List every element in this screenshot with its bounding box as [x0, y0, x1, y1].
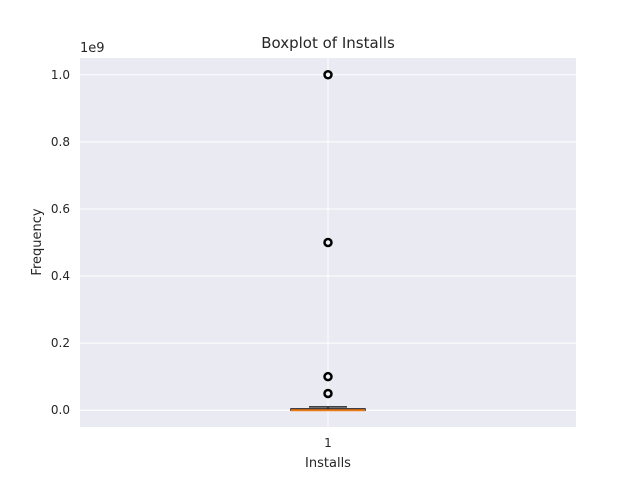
y-tick-label: 0.6 — [51, 202, 70, 216]
ticks-layer: 0.0 0.2 0.4 0.6 0.8 1.0 1 — [51, 68, 332, 450]
y-tick-label: 0.4 — [51, 269, 70, 283]
y-tick-label: 0.8 — [51, 135, 70, 149]
outlier-point — [323, 70, 333, 80]
outlier-point — [323, 237, 333, 248]
y-axis-multiplier: 1e9 — [80, 41, 105, 56]
y-tick-label: 1.0 — [51, 68, 70, 82]
outlier-point — [323, 388, 333, 399]
box-layer — [290, 406, 366, 412]
y-tick-label: 0.0 — [51, 403, 70, 417]
outlier-point — [323, 371, 333, 382]
grid-layer — [80, 58, 576, 427]
y-axis-label: Frequency — [30, 208, 45, 275]
x-axis-label: Installs — [305, 456, 351, 471]
chart-title: Boxplot of Installs — [261, 34, 395, 52]
x-tick-label: 1 — [324, 436, 332, 450]
outlier-layer — [323, 70, 333, 399]
y-tick-label: 0.2 — [51, 336, 70, 350]
